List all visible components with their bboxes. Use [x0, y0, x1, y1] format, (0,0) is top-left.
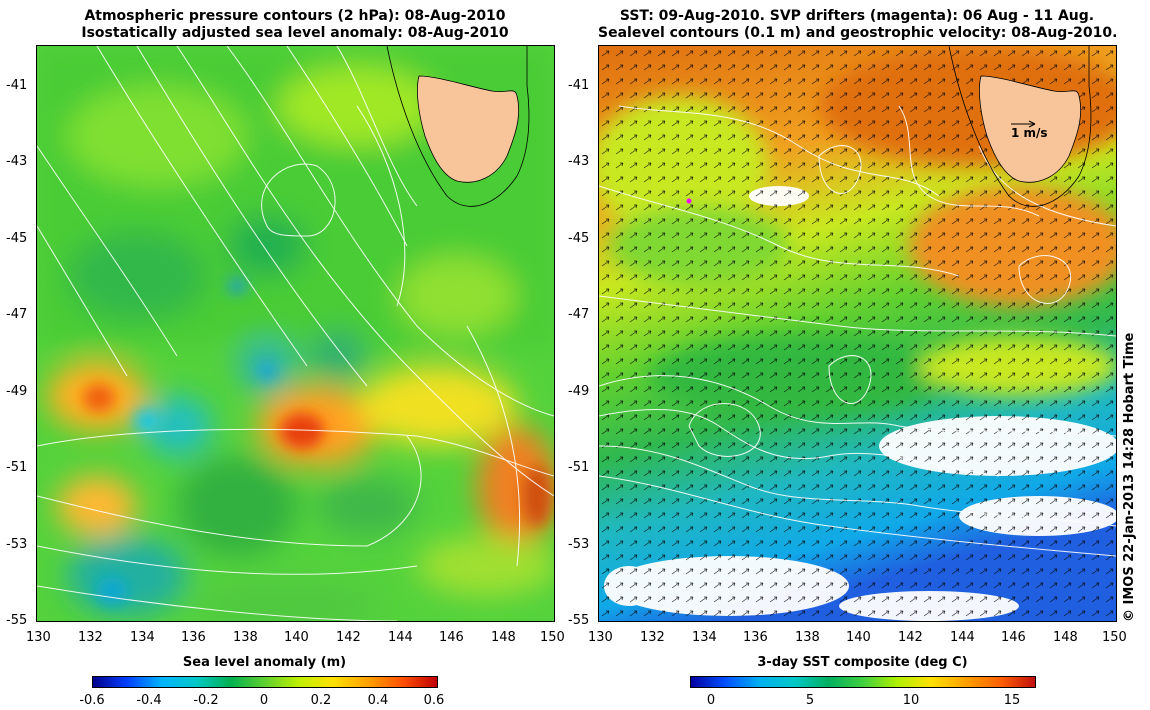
left-lon-label: 142 [336, 630, 361, 645]
tasmania-land-right [948, 46, 1092, 207]
svp-drifter-marker [686, 198, 692, 204]
sst-map-graphic [599, 46, 1116, 621]
tasmania-land-left [386, 46, 530, 207]
left-lat-label: -41 [6, 78, 28, 93]
right-title: SST: 09-Aug-2010. SVP drifters (magenta)… [598, 8, 1118, 42]
right-lon-label: 144 [950, 630, 975, 645]
velocity-scale-label: 1 m/s [1011, 126, 1048, 140]
sst-map [598, 45, 1117, 622]
velocity-scale-arrow [1011, 120, 1036, 128]
right-lon-label: 136 [743, 630, 768, 645]
left-colorbar-tick: 0.6 [423, 693, 445, 708]
sea-level-anomaly-map [36, 45, 555, 622]
right-lat-label: -53 [568, 537, 590, 552]
right-lat-label: -47 [568, 307, 590, 322]
left-lon-label: 130 [26, 630, 51, 645]
left-colorbar-tick: 0.2 [310, 693, 332, 708]
right-lat-label: -49 [568, 384, 590, 399]
right-colorbar-tick: 10 [902, 693, 920, 708]
left-lon-label: 134 [130, 630, 155, 645]
left-lat-label: -47 [6, 307, 28, 322]
left-lat-label: -53 [6, 537, 28, 552]
left-lat-label: -45 [6, 231, 28, 246]
left-colorbar-title: Sea level anomaly (m) [182, 655, 347, 670]
right-title-line1: SST: 09-Aug-2010. SVP drifters (magenta)… [619, 8, 1095, 24]
left-title-line2: Isostatically adjusted sea level anomaly… [81, 25, 509, 41]
left-lat-label: -49 [6, 384, 28, 399]
left-lon-label: 146 [439, 630, 464, 645]
left-lon-label: 150 [540, 630, 565, 645]
right-colorbar-tick: 15 [1003, 693, 1021, 708]
right-lat-label: -41 [568, 78, 590, 93]
right-lat-label: -51 [568, 460, 590, 475]
sea-level-anomaly-colorbar [92, 676, 438, 688]
left-lat-label: -43 [6, 154, 28, 169]
right-lat-label: -55 [568, 613, 590, 628]
sea-level-anomaly-map-graphic [37, 46, 554, 621]
right-lon-label: 146 [1001, 630, 1026, 645]
right-colorbar-tick: 0 [706, 693, 716, 708]
left-colorbar-tick: -0.2 [193, 693, 219, 708]
right-lat-label: -45 [568, 231, 590, 246]
left-lat-label: -51 [6, 460, 28, 475]
left-colorbar-tick: -0.6 [79, 693, 105, 708]
left-colorbar-tick: 0.4 [367, 693, 389, 708]
right-lon-label: 138 [795, 630, 820, 645]
left-lon-label: 138 [233, 630, 258, 645]
left-lon-label: 144 [388, 630, 413, 645]
right-lat-label: -43 [568, 154, 590, 169]
right-lon-label: 134 [692, 630, 717, 645]
left-lon-label: 148 [491, 630, 516, 645]
right-lon-label: 130 [588, 630, 613, 645]
left-lon-label: 136 [181, 630, 206, 645]
right-lon-label: 142 [898, 630, 923, 645]
left-lon-label: 132 [78, 630, 103, 645]
left-colorbar-tick: 0 [259, 693, 269, 708]
right-colorbar-title: 3-day SST composite (deg C) [757, 655, 968, 670]
left-lon-label: 140 [284, 630, 309, 645]
imos-credit: © IMOS 22-Jan-2013 14:28 Hobart Time [1122, 332, 1137, 622]
right-lon-label: 150 [1102, 630, 1127, 645]
left-title-line1: Atmospheric pressure contours (2 hPa): 0… [84, 8, 506, 24]
right-lon-label: 132 [640, 630, 665, 645]
left-colorbar-tick: -0.4 [136, 693, 162, 708]
left-title: Atmospheric pressure contours (2 hPa): 0… [36, 8, 554, 42]
left-lat-label: -55 [6, 613, 28, 628]
right-lon-label: 148 [1053, 630, 1078, 645]
sst-colorbar [690, 676, 1036, 688]
right-colorbar-tick: 5 [805, 693, 815, 708]
right-lon-label: 140 [846, 630, 871, 645]
right-title-line2: Sealevel contours (0.1 m) and geostrophi… [598, 25, 1118, 41]
